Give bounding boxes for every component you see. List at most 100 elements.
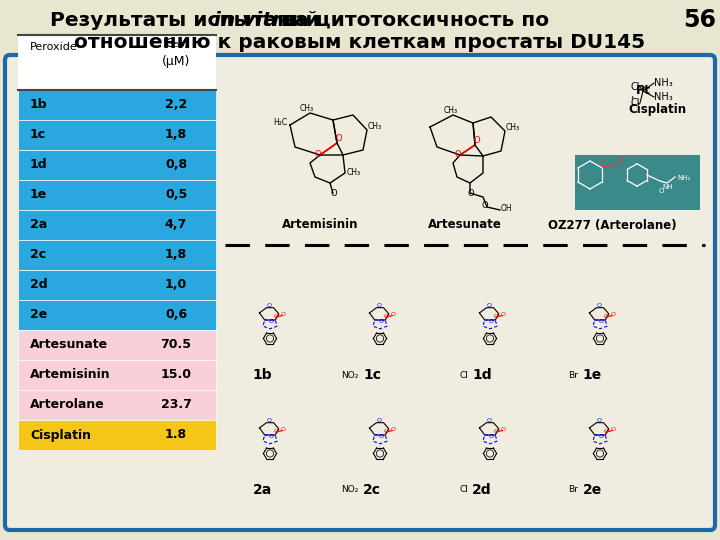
Text: O: O bbox=[598, 434, 603, 439]
Text: O: O bbox=[500, 312, 505, 316]
Text: 0,5: 0,5 bbox=[165, 188, 187, 201]
Text: CH₃: CH₃ bbox=[444, 106, 458, 115]
Text: CH₃: CH₃ bbox=[506, 123, 520, 132]
Text: O: O bbox=[330, 189, 337, 198]
Text: O: O bbox=[379, 319, 383, 324]
Text: O: O bbox=[611, 312, 616, 316]
Text: O: O bbox=[482, 201, 488, 210]
Text: O: O bbox=[618, 156, 624, 162]
Text: 1,0: 1,0 bbox=[165, 279, 187, 292]
Text: 1d: 1d bbox=[30, 159, 48, 172]
Text: 56: 56 bbox=[683, 8, 716, 32]
Text: 0,6: 0,6 bbox=[165, 308, 187, 321]
Text: 1.8: 1.8 bbox=[165, 429, 187, 442]
Text: O: O bbox=[486, 418, 491, 423]
Text: O: O bbox=[376, 418, 381, 423]
Text: O: O bbox=[280, 312, 285, 316]
Text: O: O bbox=[611, 427, 616, 431]
Text: O: O bbox=[500, 427, 505, 431]
Text: 1,8: 1,8 bbox=[165, 248, 187, 261]
Text: 1b: 1b bbox=[252, 368, 272, 382]
Text: O: O bbox=[474, 136, 480, 145]
Bar bbox=[18, 210, 216, 240]
Text: O: O bbox=[376, 303, 381, 308]
Text: O: O bbox=[598, 319, 603, 324]
Text: 2d: 2d bbox=[30, 279, 48, 292]
Text: O: O bbox=[493, 429, 498, 434]
Text: NH₂: NH₂ bbox=[677, 175, 690, 181]
Text: O: O bbox=[280, 427, 285, 431]
Bar bbox=[18, 35, 216, 90]
Text: 1c: 1c bbox=[30, 129, 46, 141]
Text: 2c: 2c bbox=[30, 248, 46, 261]
Text: Результаты испытаний: Результаты испытаний bbox=[50, 10, 327, 30]
Text: 2d: 2d bbox=[472, 483, 492, 497]
Text: O: O bbox=[383, 314, 388, 320]
Text: O: O bbox=[486, 303, 491, 308]
Text: IC₅₀,: IC₅₀, bbox=[163, 37, 189, 50]
Text: Peroxide: Peroxide bbox=[30, 42, 78, 52]
Text: 1b: 1b bbox=[30, 98, 48, 111]
Text: Artesunate: Artesunate bbox=[428, 219, 502, 232]
Text: NO₂: NO₂ bbox=[341, 485, 358, 495]
Text: CH₃: CH₃ bbox=[368, 122, 382, 131]
Text: Cisplatin: Cisplatin bbox=[30, 429, 91, 442]
Text: 2e: 2e bbox=[582, 483, 602, 497]
Text: 70.5: 70.5 bbox=[161, 339, 192, 352]
Text: O: O bbox=[266, 418, 271, 423]
Text: O: O bbox=[273, 429, 278, 434]
Text: O: O bbox=[603, 429, 608, 434]
Text: O: O bbox=[390, 427, 395, 431]
Text: Br: Br bbox=[568, 485, 578, 495]
Text: Artemisinin: Artemisinin bbox=[282, 219, 359, 232]
Text: 1,8: 1,8 bbox=[165, 129, 187, 141]
Bar bbox=[18, 90, 216, 120]
Text: O: O bbox=[596, 418, 601, 423]
Text: O: O bbox=[598, 160, 603, 166]
Text: O: O bbox=[488, 434, 493, 439]
Text: O: O bbox=[269, 434, 274, 439]
Text: NH₃: NH₃ bbox=[654, 78, 672, 88]
Bar bbox=[18, 240, 216, 270]
Text: O: O bbox=[455, 150, 462, 159]
Text: H₂C: H₂C bbox=[273, 118, 287, 127]
Bar bbox=[18, 360, 216, 390]
Text: O: O bbox=[390, 312, 395, 316]
Bar bbox=[575, 155, 700, 210]
Text: Artemisinin: Artemisinin bbox=[30, 368, 111, 381]
Text: 1d: 1d bbox=[472, 368, 492, 382]
Text: CH₃: CH₃ bbox=[347, 168, 361, 177]
Text: Cl: Cl bbox=[631, 82, 640, 92]
Text: 2a: 2a bbox=[30, 219, 48, 232]
Text: NO₂: NO₂ bbox=[341, 370, 358, 380]
Text: O: O bbox=[468, 189, 474, 198]
Text: O: O bbox=[658, 188, 664, 194]
Bar bbox=[18, 420, 216, 450]
Text: OZ277 (Arterolane): OZ277 (Arterolane) bbox=[548, 219, 676, 232]
Text: CH₃: CH₃ bbox=[300, 104, 314, 113]
Bar bbox=[18, 330, 216, 360]
Text: Br: Br bbox=[568, 370, 578, 380]
Text: отношению к раковым клеткам простаты DU145: отношению к раковым клеткам простаты DU1… bbox=[74, 32, 646, 51]
Text: O: O bbox=[269, 319, 274, 324]
Text: NH: NH bbox=[662, 184, 673, 190]
Text: O: O bbox=[596, 303, 601, 308]
Bar bbox=[18, 270, 216, 300]
Text: Cisplatin: Cisplatin bbox=[628, 104, 686, 117]
Text: Artesunate: Artesunate bbox=[30, 339, 108, 352]
Text: на цитотоксичность по: на цитотоксичность по bbox=[274, 10, 549, 30]
Text: (μM): (μM) bbox=[162, 55, 190, 68]
Text: 2e: 2e bbox=[30, 308, 48, 321]
Text: 1c: 1c bbox=[363, 368, 381, 382]
Text: 1e: 1e bbox=[582, 368, 602, 382]
Text: 0,8: 0,8 bbox=[165, 159, 187, 172]
Text: NH₃: NH₃ bbox=[654, 92, 672, 102]
Text: 2a: 2a bbox=[253, 483, 271, 497]
Text: OH: OH bbox=[501, 204, 513, 213]
Text: O: O bbox=[315, 150, 321, 159]
Bar bbox=[18, 180, 216, 210]
Text: 4,7: 4,7 bbox=[165, 219, 187, 232]
Text: Cl: Cl bbox=[459, 370, 468, 380]
Bar bbox=[18, 390, 216, 420]
Text: ,: , bbox=[631, 90, 634, 100]
